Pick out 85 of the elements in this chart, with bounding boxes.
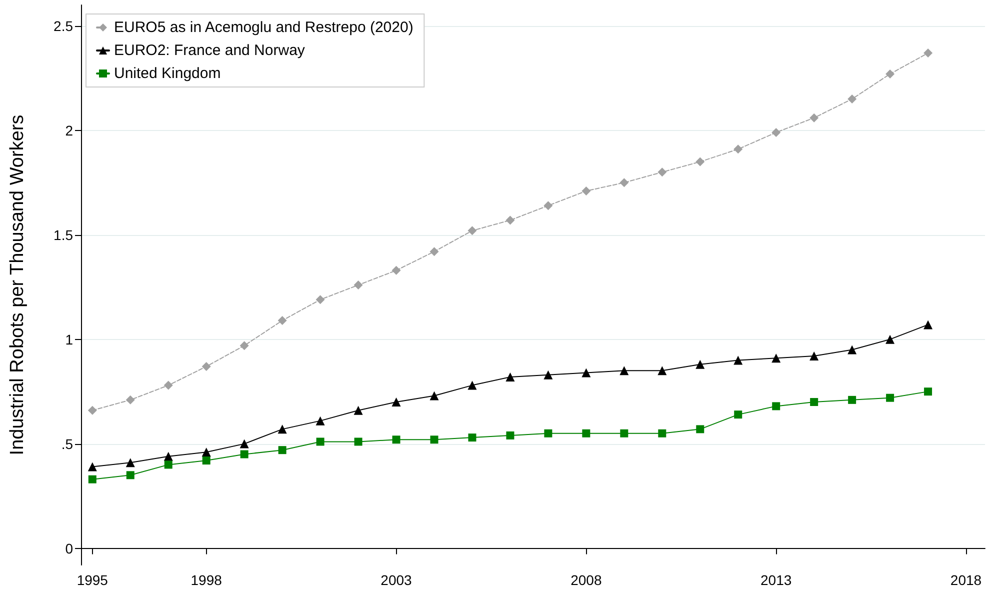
legend-label: United Kingdom <box>114 65 221 82</box>
point <box>354 280 363 290</box>
x-tick-label: 2003 <box>380 572 412 588</box>
point <box>316 295 325 304</box>
point <box>126 395 135 404</box>
point <box>924 320 933 330</box>
point <box>88 406 97 415</box>
point <box>658 168 667 177</box>
point <box>544 201 553 210</box>
point <box>848 345 857 354</box>
point <box>620 429 628 438</box>
y-tick-label: 2.5 <box>54 18 74 34</box>
point <box>468 226 477 236</box>
point <box>126 458 135 468</box>
point <box>164 380 173 390</box>
point <box>354 438 362 446</box>
point <box>696 157 705 166</box>
point <box>582 368 591 378</box>
point <box>240 450 248 458</box>
y-tick-label: 1 <box>65 331 74 348</box>
x-tick-label: 2013 <box>760 572 792 588</box>
point <box>316 416 325 426</box>
point <box>392 398 401 407</box>
point <box>810 398 818 406</box>
y-tick-label: 1.5 <box>54 226 74 243</box>
point <box>544 429 552 438</box>
point <box>772 354 781 363</box>
point <box>886 69 895 78</box>
y-tick-label: 0 <box>65 540 74 556</box>
point <box>240 439 249 448</box>
point <box>924 48 933 58</box>
point <box>810 113 819 122</box>
point <box>88 475 96 484</box>
point <box>658 366 667 376</box>
point <box>620 178 629 188</box>
point <box>430 436 438 444</box>
point <box>886 394 894 402</box>
legend-label: EURO5 as in Acemoglu and Restrepo (2020) <box>114 19 414 36</box>
point <box>392 266 401 275</box>
x-tick-label: 2008 <box>570 572 602 588</box>
point <box>202 456 210 465</box>
point <box>924 388 932 396</box>
point <box>278 316 287 326</box>
point <box>430 391 439 400</box>
point <box>316 438 324 446</box>
point <box>468 434 476 442</box>
point <box>886 334 895 344</box>
point <box>848 94 857 104</box>
point <box>734 356 743 365</box>
x-tick-label: 1995 <box>76 572 108 588</box>
point <box>544 370 553 380</box>
legend-label: EURO2: France and Norway <box>114 42 306 59</box>
point <box>772 128 781 137</box>
point <box>506 216 515 225</box>
point <box>354 406 363 415</box>
point <box>164 460 172 469</box>
point <box>430 247 439 256</box>
point <box>164 452 173 461</box>
point <box>582 186 591 196</box>
point <box>810 352 819 361</box>
point <box>658 429 666 438</box>
y-tick-label: 2 <box>65 122 74 138</box>
y-tick-label: .5 <box>61 436 74 452</box>
point <box>506 431 514 440</box>
x-tick-label: 2018 <box>950 572 982 588</box>
point <box>392 436 400 444</box>
point <box>278 424 287 434</box>
x-tick-label: 1998 <box>190 572 222 588</box>
point <box>582 429 590 438</box>
point <box>696 425 704 434</box>
point <box>506 372 515 382</box>
point <box>620 366 629 376</box>
point <box>468 380 477 390</box>
point <box>126 471 134 480</box>
point <box>202 448 211 457</box>
point <box>88 462 97 472</box>
point <box>772 402 780 410</box>
point <box>734 410 742 419</box>
point <box>734 144 743 154</box>
point <box>240 341 249 350</box>
point <box>848 396 856 404</box>
point <box>278 446 286 454</box>
point <box>696 360 705 369</box>
point <box>202 362 211 371</box>
y-axis-title: Industrial Robots per Thousand Workers <box>7 114 28 456</box>
